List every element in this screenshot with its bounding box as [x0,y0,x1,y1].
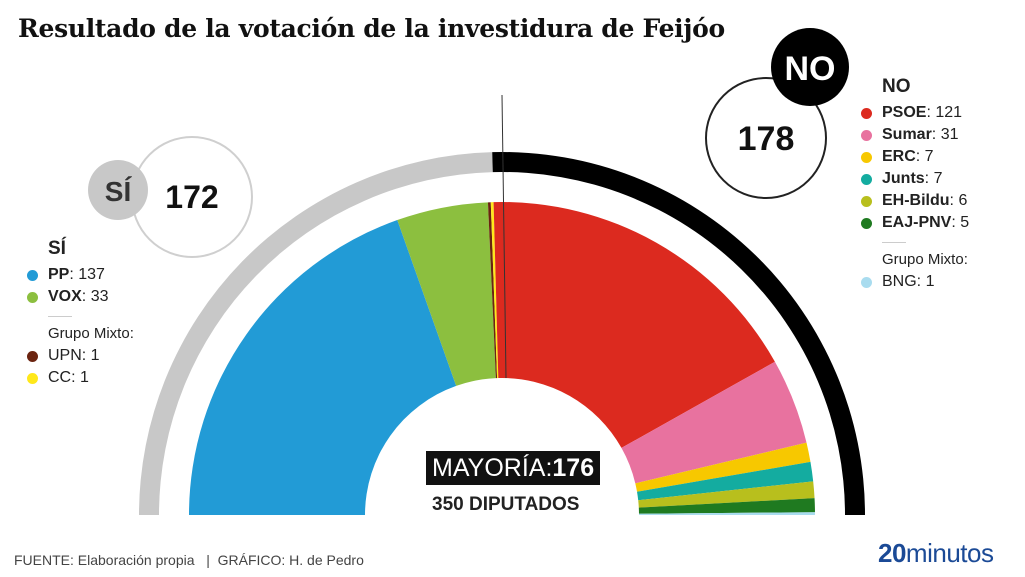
legend-dot-icon [861,217,872,229]
slice-psoe [493,202,775,448]
legend-item-vox: VOX: 33 [27,286,134,308]
brand-logo: 20minutos [878,538,994,569]
legend-party-name: Junts [882,170,925,187]
legend-item-upn: UPN: 1 [27,345,134,367]
legend-item-erc: ERC: 7 [861,146,969,168]
legend-party-name: EH-Bildu [882,192,950,209]
legend-grupo-mixto-label: Grupo Mixto: [48,325,134,342]
slice-upn [487,202,498,379]
slice-cc [490,202,499,379]
legend-party-seats: : 1 [71,369,89,386]
legend-item-sumar: Sumar: 31 [861,124,969,146]
legend-party-name: CC [48,369,72,386]
legend-party-seats: : 5 [951,214,970,231]
majority-line [501,94,507,379]
legend-dot-icon [27,372,38,384]
legend-dot-icon [861,276,872,288]
legend-party-name: PSOE [882,104,927,121]
footer-source: FUENTE: Elaboración propia | GRÁFICO: H.… [14,552,364,568]
legend-item-bng: BNG: 1 [861,271,969,293]
legend-item-cc: CC: 1 [27,367,134,389]
legend-dot-icon [861,107,872,119]
total-seats: 350 DIPUTADOS [432,494,580,515]
majority-value: 176 [552,454,595,482]
legend-dot-icon [27,350,38,362]
legend-party-name: VOX [48,288,82,305]
slice-pp [189,220,457,516]
slice-sumar [621,361,807,484]
majority-badge: MAYORÍA:176 [426,451,601,485]
majority-label: MAYORÍA: [432,454,553,482]
si-total-value: 172 [165,179,218,215]
legend-dot-icon [861,195,872,207]
logo-prefix: 20 [878,538,906,568]
legend-item-psoe: PSOE: 121 [861,102,969,124]
legend-grupo-mixto-label: Grupo Mixto: [882,251,968,268]
slice-erc [635,442,811,492]
legend-item-pp: PP: 137 [27,264,134,286]
legend-dot-icon [27,269,38,281]
slice-bng [638,512,815,515]
legend-party-name: EAJ-PNV [882,214,952,231]
legend-party-seats: : 33 [81,288,109,305]
legend-party-seats: : 121 [926,104,963,121]
si-badge-label: SÍ [105,176,133,207]
chart-title: Resultado de la votación de la investidu… [18,14,725,43]
block-ring-si [139,152,493,516]
slice-eaj-pnv [638,498,815,514]
legend-dot-icon [27,291,38,303]
legend-party-seats: : 1 [81,347,100,364]
legend-party-name: Sumar [882,126,932,143]
slice-junts [637,461,814,501]
logo-suffix: minutos [905,538,994,568]
legend-no-heading: NO [882,76,911,97]
legend-si: SÍ PP: 137 VOX: 33 Grupo Mixto: UPN: 1 CC: 1 [27,238,134,389]
legend-party-seats: : 31 [931,126,959,143]
legend-party-seats: : 6 [949,192,968,209]
legend-divider [48,316,72,317]
slice-vox [397,202,496,386]
legend-party-name: ERC [882,148,916,165]
legend-dot-icon [861,173,872,185]
no-badge-circle [771,28,849,106]
legend-party-seats: : 137 [69,266,105,283]
legend-item-eh-bildu: EH-Bildu: 6 [861,190,969,212]
legend-party-name: BNG [882,273,917,290]
legend-no: NO PSOE: 121 Sumar: 31 ERC: 7 Junts: 7 EH-Bi… [861,76,970,293]
no-badge-label: NO [785,50,836,88]
legend-divider [882,242,906,243]
legend-dot-icon [861,151,872,163]
no-total-circle [705,77,827,199]
legend-party-name: PP [48,266,70,283]
legend-si-heading: SÍ [48,238,66,259]
legend-party-seats: : 7 [924,170,943,187]
legend-item-eaj-pnv: EAJ-PNV: 5 [861,212,970,234]
si-badge-circle [88,160,148,220]
legend-party-name: UPN [48,347,82,364]
legend-item-junts: Junts: 7 [861,168,969,190]
legend-dot-icon [861,129,872,141]
no-total-value: 178 [738,120,795,158]
legend-party-seats: : 7 [915,148,934,165]
slice-eh-bildu [638,481,815,508]
legend-party-seats: : 1 [916,273,935,290]
